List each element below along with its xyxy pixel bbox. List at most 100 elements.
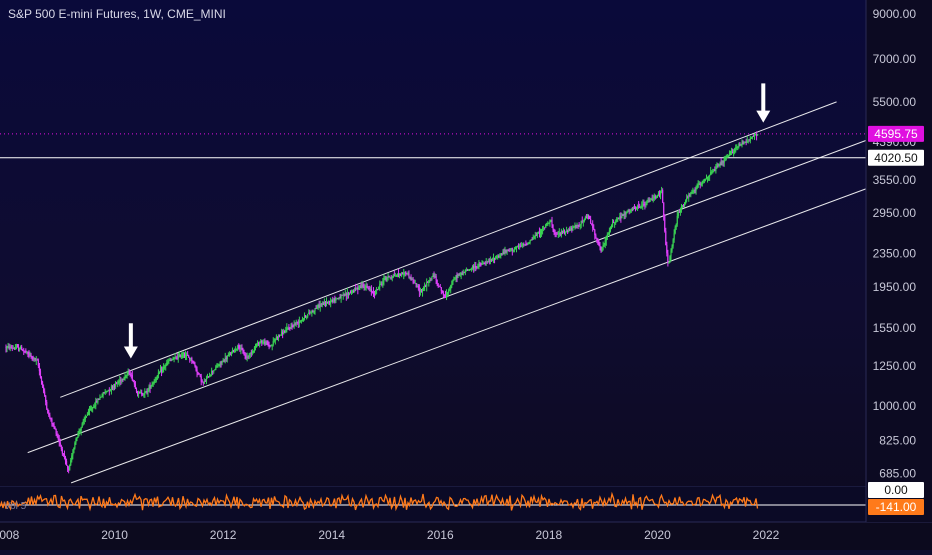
candle-body (729, 152, 732, 154)
candle-body (406, 273, 408, 275)
candle-body (582, 221, 584, 222)
channel-line-middle[interactable] (27, 139, 869, 454)
candle-body (207, 376, 210, 378)
candle-body (436, 280, 438, 284)
candle-body (65, 461, 68, 466)
candle-body (478, 263, 480, 266)
candle-body (87, 410, 90, 414)
candle-body (292, 326, 294, 327)
candle-body (600, 246, 602, 252)
candle-body (363, 286, 365, 288)
candle-body (273, 340, 275, 342)
x-tick-label: 2018 (536, 528, 563, 542)
candle-body (83, 419, 85, 421)
candle-body (221, 361, 223, 364)
candle-body (610, 227, 613, 229)
candle-body (643, 204, 645, 205)
candle-body (596, 238, 598, 242)
candle-body (323, 301, 326, 305)
candle-body (454, 278, 456, 280)
candle-body (390, 277, 392, 279)
candle-body (139, 392, 141, 394)
candle-body (740, 144, 742, 146)
candle-body (482, 262, 484, 264)
candle-body (52, 423, 54, 425)
candle-body (588, 216, 591, 219)
candle-body (395, 275, 398, 277)
candle-body (330, 302, 332, 304)
candle-body (468, 269, 471, 270)
candle-body (512, 249, 514, 251)
candle-body (464, 270, 466, 273)
candle-body (516, 245, 519, 247)
candle-body (50, 418, 52, 420)
candle-body (593, 228, 595, 230)
candle-body (597, 241, 599, 245)
candle-body (48, 413, 50, 416)
candle-body (235, 349, 237, 351)
candle-body (509, 248, 511, 251)
candle-body (654, 196, 656, 199)
candle-body (421, 288, 424, 292)
candle-body (320, 304, 322, 306)
candle-body (140, 392, 142, 394)
candle-body (481, 263, 483, 265)
candle-body (392, 275, 394, 278)
candle-body (396, 274, 399, 276)
candle-body (586, 215, 589, 218)
candle-body (717, 165, 719, 167)
candle-body (8, 346, 10, 349)
candle-body (407, 273, 409, 275)
candle-body (319, 304, 321, 308)
candle-body (450, 285, 452, 290)
candle-body (159, 370, 162, 373)
candle-body (741, 142, 743, 145)
candle-body (341, 295, 343, 296)
candle-body (110, 386, 113, 390)
candle-body (621, 215, 623, 219)
candle-body (68, 468, 70, 471)
candle-body (424, 285, 426, 288)
candle-body (62, 453, 65, 455)
candle-body (24, 350, 26, 352)
candle-body (570, 227, 572, 231)
channel-line-upper[interactable] (60, 101, 837, 398)
candle-body (693, 189, 695, 192)
candle-body (628, 210, 630, 212)
candle-body (521, 245, 523, 247)
candle-body (545, 224, 547, 228)
candle-body (668, 262, 670, 264)
candle-body (173, 357, 175, 360)
candle-body (283, 330, 285, 335)
candle-body (219, 362, 221, 366)
channel-line-lower[interactable] (70, 188, 869, 484)
candle-body (377, 288, 379, 290)
candle-body (344, 293, 346, 296)
candle-body (393, 275, 395, 277)
candle-body (719, 163, 721, 166)
candle-body (645, 204, 647, 206)
candle-body (480, 264, 482, 266)
candle-body (606, 234, 608, 238)
candle-body (584, 217, 586, 220)
candle-body (279, 334, 282, 336)
candle-body (505, 250, 507, 253)
candle-body (580, 220, 582, 225)
candle-body (456, 275, 458, 278)
arrow-head-1 (123, 346, 138, 359)
candle-body (473, 265, 475, 269)
candle-body (183, 355, 186, 356)
candle-body (74, 442, 76, 449)
candle-body (13, 348, 15, 349)
candle-body (749, 137, 751, 141)
candle-body (528, 242, 530, 244)
candle-body (253, 347, 256, 351)
candle-body (69, 465, 71, 471)
candle-body (474, 265, 476, 269)
candle-body (736, 146, 738, 148)
y-tick-label: 685.00 (879, 466, 916, 480)
candle-body (573, 226, 575, 228)
candle-body (196, 369, 198, 373)
